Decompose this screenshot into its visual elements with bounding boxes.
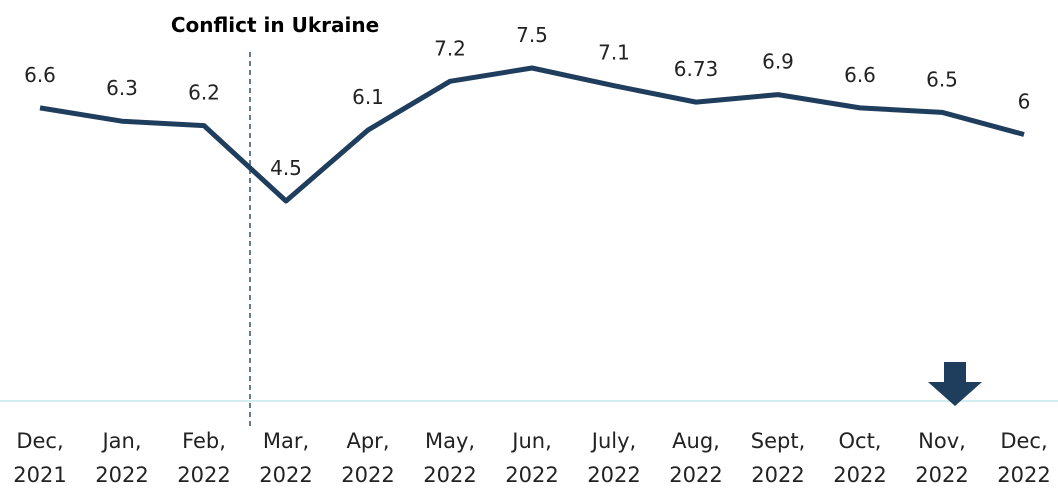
x-tick-label: Apr, 2022 (341, 429, 395, 487)
value-label: 6.73 (674, 57, 719, 81)
annotation: Conflict in Ukraine (171, 13, 379, 37)
value-label: 6.1 (352, 85, 384, 109)
x-tick-label: Sept, 2022 (750, 429, 806, 487)
value-label: 7.1 (598, 41, 630, 65)
value-label: 7.5 (516, 23, 548, 47)
line (39, 65, 1025, 204)
value-label: 6.3 (106, 76, 138, 100)
x-tick-label: Mar, 2022 (259, 429, 313, 487)
x-tick-label: Jan, 2022 (95, 429, 149, 487)
value-label: 6.9 (762, 50, 794, 74)
x-tick-label: Nov, 2022 (915, 429, 969, 487)
x-tick-label: May, 2022 (423, 429, 477, 487)
x-tick-label: Dec, 2021 (13, 429, 67, 487)
value-label: 6.6 (24, 63, 56, 87)
value-label: 4.5 (270, 156, 302, 180)
value-label: 6.5 (926, 67, 958, 91)
arrow-icon (928, 362, 982, 406)
x-tick-label: Jun, 2022 (505, 429, 559, 487)
value-label: 6.6 (844, 63, 876, 87)
value-label: 6 (1018, 90, 1031, 114)
x-tick-label: Dec, 2022 (997, 429, 1051, 487)
x-tick-label: Oct, 2022 (833, 429, 887, 487)
x-tick-label: July, 2022 (587, 429, 641, 487)
x-tick-label: Aug, 2022 (669, 429, 723, 487)
value-label: 6.2 (188, 81, 220, 105)
x-tick-label: Feb, 2022 (177, 429, 231, 487)
value-label: 7.2 (434, 36, 466, 60)
